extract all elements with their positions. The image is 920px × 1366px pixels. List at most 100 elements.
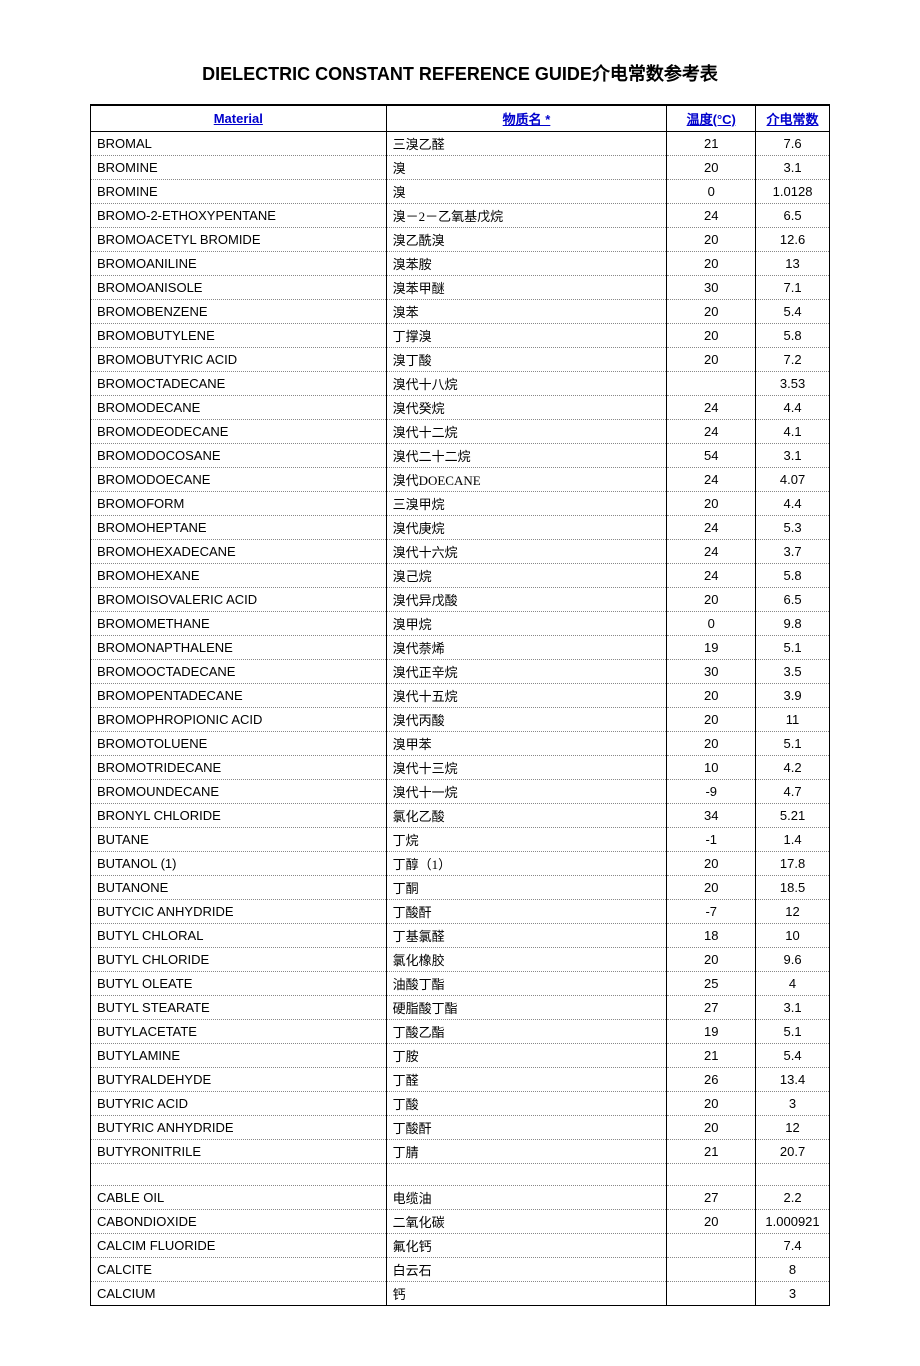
cell-temp [667, 1258, 756, 1282]
cell-temp: 21 [667, 132, 756, 156]
cell-name: 氯化乙酸 [386, 804, 667, 828]
cell-material: BUTANE [91, 828, 387, 852]
cell-const: 11 [756, 708, 830, 732]
table-row: BROMO-2-ETHOXYPENTANE溴－2－乙氧基戊烷246.5 [91, 204, 830, 228]
cell-name: 油酸丁酯 [386, 972, 667, 996]
cell-name: 丁烷 [386, 828, 667, 852]
cell-temp: 20 [667, 156, 756, 180]
cell-const: 4.4 [756, 396, 830, 420]
cell-name: 溴代癸烷 [386, 396, 667, 420]
cell-temp [667, 1234, 756, 1258]
table-row: BROMOCTADECANE溴代十八烷3.53 [91, 372, 830, 396]
cell-material: BROMOTRIDECANE [91, 756, 387, 780]
table-row: BUTYL OLEATE油酸丁酯254 [91, 972, 830, 996]
cell-const: 4.4 [756, 492, 830, 516]
cell-temp: 25 [667, 972, 756, 996]
table-row: BROMINE溴01.0128 [91, 180, 830, 204]
table-row: BUTYL CHLORIDE氯化橡胶209.6 [91, 948, 830, 972]
table-row: BROMOUNDECANE溴代十一烷-94.7 [91, 780, 830, 804]
cell-temp: 34 [667, 804, 756, 828]
table-row: BROMODOECANE溴代DOECANE244.07 [91, 468, 830, 492]
cell-material: BROMOPENTADECANE [91, 684, 387, 708]
cell-name: 丁撑溴 [386, 324, 667, 348]
cell-const: 5.1 [756, 732, 830, 756]
table-row: BROMOBENZENE溴苯205.4 [91, 300, 830, 324]
cell-temp: 24 [667, 420, 756, 444]
cell-name: 溴代十三烷 [386, 756, 667, 780]
cell-temp: 10 [667, 756, 756, 780]
cell-name: 溴苯 [386, 300, 667, 324]
table-row: BROMOTOLUENE溴甲苯205.1 [91, 732, 830, 756]
cell-material: BROMOACETYL BROMIDE [91, 228, 387, 252]
table-row: BROMOFORM三溴甲烷204.4 [91, 492, 830, 516]
cell-const: 3 [756, 1092, 830, 1116]
header-const: 介电常数 [756, 105, 830, 132]
cell-material: BROMODOCOSANE [91, 444, 387, 468]
cell-name: 溴己烷 [386, 564, 667, 588]
cell-material: BROMOANILINE [91, 252, 387, 276]
cell-material: CABONDIOXIDE [91, 1210, 387, 1234]
cell-temp: 0 [667, 612, 756, 636]
cell-material: BROMOTOLUENE [91, 732, 387, 756]
table-row: BUTYL CHLORAL丁基氯醛1810 [91, 924, 830, 948]
cell-temp: 19 [667, 636, 756, 660]
cell-name: 白云石 [386, 1258, 667, 1282]
cell-const: 17.8 [756, 852, 830, 876]
cell-temp: 20 [667, 1116, 756, 1140]
cell-name: 氟化钙 [386, 1234, 667, 1258]
cell-name: 硬脂酸丁酯 [386, 996, 667, 1020]
cell-material: BROMOANISOLE [91, 276, 387, 300]
table-row: BROMOANILINE溴苯胺2013 [91, 252, 830, 276]
cell-material: BUTYLACETATE [91, 1020, 387, 1044]
cell-name: 丁醇（1） [386, 852, 667, 876]
cell-name: 溴代二十二烷 [386, 444, 667, 468]
table-row: BROMOPENTADECANE溴代十五烷203.9 [91, 684, 830, 708]
cell-material: BUTYCIC ANHYDRIDE [91, 900, 387, 924]
cell-material: BROMOBENZENE [91, 300, 387, 324]
table-row: CABONDIOXIDE二氧化碳201.000921 [91, 1210, 830, 1234]
cell-const: 12 [756, 1116, 830, 1140]
table-row: BUTYLAMINE丁胺215.4 [91, 1044, 830, 1068]
cell-const: 7.4 [756, 1234, 830, 1258]
cell-name: 溴代十八烷 [386, 372, 667, 396]
cell-name: 溴苯甲醚 [386, 276, 667, 300]
table-row: BROMODECANE溴代癸烷244.4 [91, 396, 830, 420]
cell-name: 丁酮 [386, 876, 667, 900]
cell-name: 溴代DOECANE [386, 468, 667, 492]
cell-material: CABLE OIL [91, 1186, 387, 1210]
cell-name: 溴丁酸 [386, 348, 667, 372]
cell-const: 7.2 [756, 348, 830, 372]
cell-const: 5.3 [756, 516, 830, 540]
cell-material: BUTYL STEARATE [91, 996, 387, 1020]
cell-name: 溴代十一烷 [386, 780, 667, 804]
cell-material: BUTYL OLEATE [91, 972, 387, 996]
cell-const: 2.2 [756, 1186, 830, 1210]
cell-temp: -9 [667, 780, 756, 804]
table-row: BROMOACETYL BROMIDE溴乙酰溴2012.6 [91, 228, 830, 252]
cell-temp: 20 [667, 876, 756, 900]
table-row: BRONYL CHLORIDE氯化乙酸345.21 [91, 804, 830, 828]
cell-temp: 24 [667, 468, 756, 492]
cell-const: 4.7 [756, 780, 830, 804]
cell-const: 12.6 [756, 228, 830, 252]
header-material: Material [91, 105, 387, 132]
page-title: DIELECTRIC CONSTANT REFERENCE GUIDE介电常数参… [90, 60, 830, 86]
cell-const: 6.5 [756, 204, 830, 228]
cell-const: 4.1 [756, 420, 830, 444]
blank-cell [386, 1164, 667, 1186]
cell-const: 3.1 [756, 156, 830, 180]
cell-name: 溴代十六烷 [386, 540, 667, 564]
cell-temp: 20 [667, 1210, 756, 1234]
cell-name: 溴 [386, 156, 667, 180]
cell-temp: -1 [667, 828, 756, 852]
cell-material: BROMAL [91, 132, 387, 156]
cell-temp: 20 [667, 852, 756, 876]
cell-material: BROMOFORM [91, 492, 387, 516]
cell-temp: 20 [667, 228, 756, 252]
table-row [91, 1164, 830, 1186]
cell-temp: 21 [667, 1044, 756, 1068]
cell-const: 5.8 [756, 324, 830, 348]
cell-temp: 24 [667, 540, 756, 564]
cell-name: 溴代异戊酸 [386, 588, 667, 612]
cell-const: 5.8 [756, 564, 830, 588]
